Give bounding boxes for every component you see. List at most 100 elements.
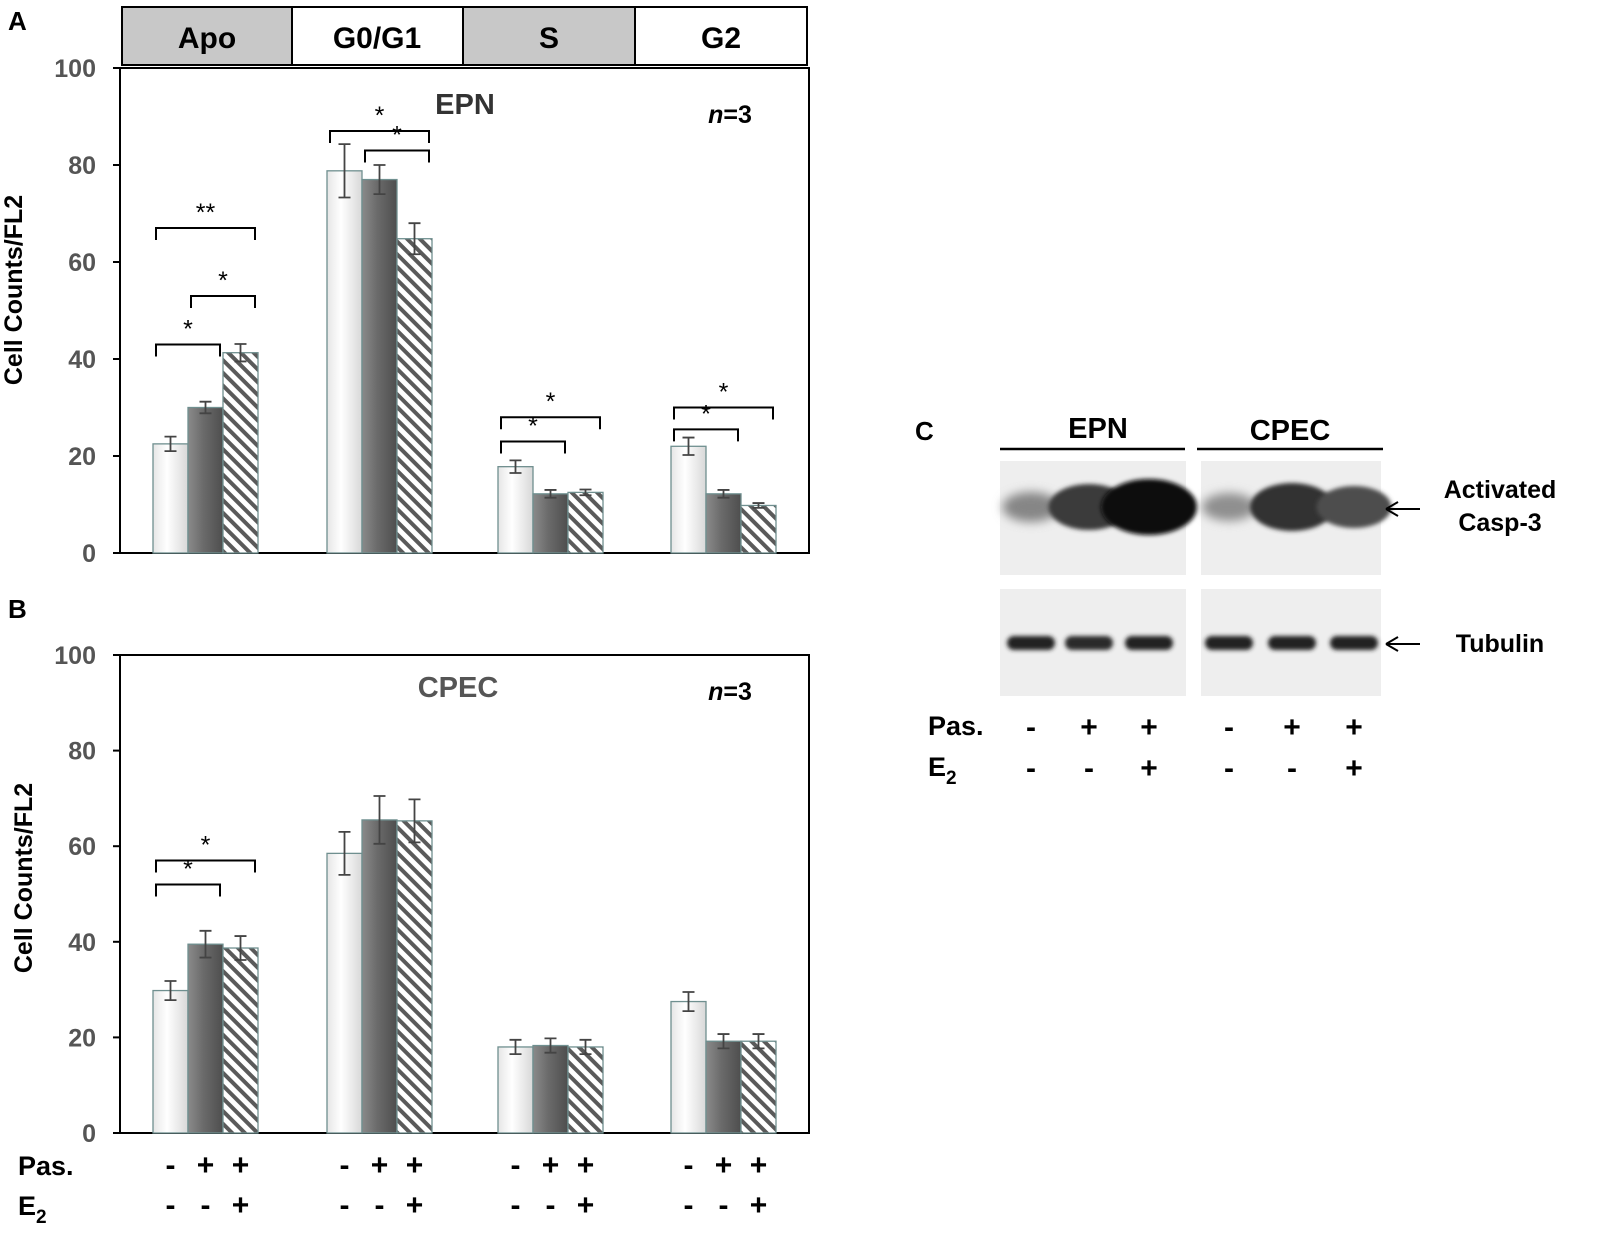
chart-b-significance-bracket (155, 859, 256, 873)
e2-sign: - (340, 1189, 350, 1222)
chart-a-significance-label: ** (196, 199, 216, 227)
tubulin-band (1330, 636, 1378, 650)
chart-a-significance-label: * (546, 388, 556, 416)
chart-a-ytick-label: 40 (68, 346, 96, 374)
e2-sign: + (232, 1189, 250, 1222)
chart-a: EPN n=3 Cell Counts/FL2 020406080100****… (0, 55, 810, 568)
pas-sign: + (232, 1149, 250, 1182)
pas-sign: + (715, 1149, 733, 1182)
chart-b-error-bar (408, 798, 421, 844)
pas-sign: - (511, 1149, 521, 1182)
chart-a-bar (497, 466, 534, 554)
chart-b-n: n=3 (708, 678, 752, 706)
western-blot: EPN CPEC Activated Casp-3 Tubulin Pas. E… (928, 413, 1556, 789)
chart-b-bar (567, 1046, 604, 1134)
chart-b-error-bar (234, 935, 247, 961)
chart-a-error-bar (579, 488, 592, 497)
casp3-band (1002, 492, 1060, 522)
chart-a-ylabel: Cell Counts/FL2 (0, 195, 28, 385)
pas-sign: - (166, 1149, 176, 1182)
chart-a-error-bar (682, 436, 695, 456)
chart-b-ytick-label: 60 (68, 833, 96, 861)
tubulin-band (1065, 636, 1113, 650)
chart-a-ytick-label: 20 (68, 443, 96, 471)
e2-sign: - (546, 1189, 556, 1222)
blot-pas-sign: - (1026, 711, 1036, 744)
chart-a-significance-label: * (183, 315, 193, 343)
chart-a-significance-label: * (719, 379, 729, 407)
chart-a-bar (567, 491, 604, 554)
chart-a-ytick-label: 100 (54, 55, 96, 83)
chart-b-bar (361, 819, 398, 1134)
chart-b-ytick-label: 20 (68, 1024, 96, 1052)
band-label-tubulin: Tubulin (1456, 630, 1544, 658)
chart-b-ytick-label: 0 (82, 1120, 96, 1148)
tubulin-band (1268, 636, 1316, 650)
chart-a-significance-label: * (528, 412, 538, 440)
chart-a-significance-bracket (673, 428, 739, 442)
chart-a-error-bar (544, 489, 557, 499)
chart-a-error-bar (509, 459, 522, 474)
blot-e2-sign: + (1140, 752, 1158, 785)
blot-row-label-pas: Pas. (928, 711, 984, 741)
chart-a-bar (152, 443, 189, 554)
chart-a-significance-bracket (364, 149, 430, 163)
chart-b-error-bar (682, 991, 695, 1013)
tubulin-band (1125, 636, 1173, 650)
chart-a-error-bar (234, 343, 247, 363)
chart-a-error-bar (164, 435, 177, 453)
chart-b-error-bar (509, 1038, 522, 1056)
chart-b-error-bar (373, 795, 386, 845)
chart-b-bar (532, 1044, 569, 1134)
phase-header: Apo G0/G1 S G2 (121, 6, 808, 66)
chart-a-bar (740, 504, 777, 554)
chart-a-bar (187, 406, 224, 554)
e2-sign: - (719, 1189, 729, 1222)
pas-sign: + (577, 1149, 595, 1182)
chart-a-significance-bracket (155, 343, 221, 357)
chart-a-significance-label: * (701, 400, 711, 428)
chart-b-bar (222, 947, 259, 1134)
blot-pas-sign: + (1080, 711, 1098, 744)
phase-label-g2: G2 (701, 22, 741, 55)
e2-sign: - (511, 1189, 521, 1222)
blot-pas-sign: + (1140, 711, 1158, 744)
chart-a-bar (532, 493, 569, 554)
tubulin-bands (1007, 636, 1378, 650)
e2-sign: - (684, 1189, 694, 1222)
row-label-e2: E2 (18, 1191, 47, 1228)
chart-a-significance-bracket (500, 440, 566, 454)
chart-a-ytick-label: 60 (68, 249, 96, 277)
chart-b-ylabel: Cell Counts/FL2 (10, 783, 38, 973)
chart-b-bar (670, 1000, 707, 1134)
chart-a-error-bar (199, 400, 212, 415)
pas-sign: + (197, 1149, 215, 1182)
chart-b-bar (740, 1040, 777, 1134)
band-label-casp3-line2: Casp-3 (1458, 509, 1541, 537)
blot-row-label-e2: E2 (928, 752, 957, 789)
chart-a-bar (396, 238, 433, 554)
chart-b-bar (396, 820, 433, 1134)
chart-b-bar (497, 1046, 534, 1134)
chart-b-error-bar (544, 1037, 557, 1054)
band-label-casp3-line1: Activated (1444, 476, 1557, 504)
blot-group-label-cpec: CPEC (1250, 415, 1331, 447)
phase-label-apo: Apo (178, 22, 236, 55)
chart-b-title: CPEC (418, 672, 499, 704)
e2-sign: + (406, 1189, 424, 1222)
casp3-band (1202, 493, 1256, 521)
chart-a-significance-bracket (190, 294, 256, 308)
arrow-tubulin-head (1385, 636, 1399, 652)
blot-pas-sign: - (1224, 711, 1234, 744)
chart-a-title: EPN (435, 89, 495, 121)
e2-sign: - (375, 1189, 385, 1222)
phase-header-cell-s (462, 6, 636, 66)
chart-a-n: n=3 (708, 101, 752, 129)
casp3-band (1316, 486, 1392, 528)
chart-a-error-bar (408, 222, 421, 256)
pas-sign: + (406, 1149, 424, 1182)
chart-b-error-bar (199, 929, 212, 959)
chart-b-ytick-label: 100 (54, 642, 96, 670)
pas-sign: - (684, 1149, 694, 1182)
